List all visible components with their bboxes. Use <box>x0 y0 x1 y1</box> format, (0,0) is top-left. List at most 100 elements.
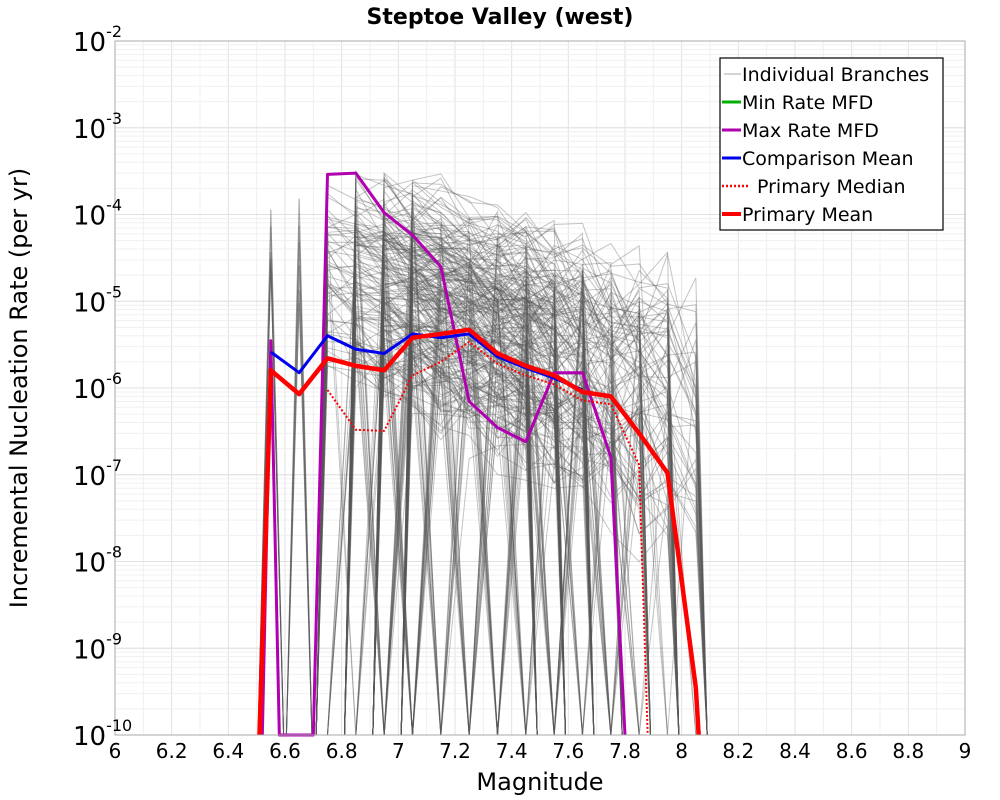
branch-line <box>372 294 538 736</box>
branch-line <box>400 230 623 736</box>
y-tick-label: 10-9 <box>73 629 122 665</box>
branch-line <box>401 268 566 736</box>
branch-line <box>344 255 538 736</box>
branch-line <box>400 247 651 736</box>
branch-line <box>344 187 623 736</box>
branch-line <box>372 248 651 736</box>
branch-line <box>372 229 623 736</box>
y-axis-label: Incremental Nucleation Rate (per yr) <box>5 168 33 608</box>
branch-line <box>344 340 538 736</box>
branch-line <box>315 241 595 736</box>
series-line-primary-median <box>326 340 649 736</box>
chart-title: Steptoe Valley (west) <box>367 5 634 30</box>
branch-line <box>344 293 623 736</box>
branch-line <box>315 196 708 736</box>
branch-line <box>372 292 594 736</box>
branch-line <box>315 241 680 736</box>
branch-line <box>315 229 595 736</box>
branch-line <box>315 273 538 736</box>
y-tick-label: 10-2 <box>73 22 122 58</box>
x-tick-label: 6.2 <box>156 739 188 763</box>
branch-line <box>315 364 651 736</box>
branch-line <box>400 364 623 736</box>
branch-line <box>400 351 680 736</box>
x-tick-label: 7.6 <box>552 739 584 763</box>
branch-line <box>344 342 538 736</box>
branch-line <box>315 247 680 736</box>
branch-line <box>316 241 566 736</box>
branch-line <box>400 206 566 736</box>
branch-line <box>316 249 708 736</box>
branch-line <box>372 302 566 736</box>
branch-line <box>315 297 708 736</box>
branch-line <box>344 353 566 736</box>
x-tick-label: 7.8 <box>609 739 641 763</box>
branch-line <box>372 319 595 736</box>
branch-line <box>344 359 708 736</box>
branch-line <box>315 266 651 736</box>
branch-line <box>344 200 708 736</box>
branch-line <box>400 314 538 736</box>
branch-line <box>315 231 538 736</box>
branch-line <box>400 265 595 736</box>
branch-line <box>372 319 708 736</box>
y-tick-label: 10-4 <box>73 196 122 232</box>
branch-line <box>344 234 708 736</box>
legend-label-min-rate: Min Rate MFD <box>742 92 873 114</box>
x-tick-label: 6.8 <box>326 739 358 763</box>
branch-line <box>400 226 680 736</box>
legend: Individual Branches Min Rate MFD Max Rat… <box>719 57 944 231</box>
branch-line <box>315 219 651 736</box>
branch-line <box>401 289 566 736</box>
branch-line <box>400 173 680 736</box>
branch-line <box>316 340 708 736</box>
branch-line <box>372 237 538 736</box>
branch-line <box>315 319 680 736</box>
branch-line <box>372 219 680 736</box>
branch-line <box>372 202 595 736</box>
branch-line <box>344 173 651 736</box>
branch-line <box>372 358 651 736</box>
branch-line <box>372 176 680 736</box>
branch-line <box>372 334 566 736</box>
branch-line <box>372 276 538 736</box>
branch-line <box>400 294 623 736</box>
branch-line <box>372 192 595 736</box>
x-tick-label: 8.2 <box>722 739 754 763</box>
branch-line <box>344 174 651 736</box>
branch-line <box>372 252 538 736</box>
branch-line <box>344 329 623 736</box>
branch-line <box>344 229 708 736</box>
branch-line <box>315 213 566 736</box>
branch-line <box>372 281 538 736</box>
branch-line <box>372 217 538 736</box>
x-tick-label: 9 <box>959 739 972 763</box>
branch-line <box>400 181 566 736</box>
branch-line <box>315 262 623 736</box>
branch-line <box>315 233 708 736</box>
branch-line <box>372 256 538 736</box>
branch-line <box>400 326 680 736</box>
branch-line <box>285 225 313 736</box>
branch-line <box>372 306 651 736</box>
branch-line <box>315 226 595 736</box>
branch-line <box>372 332 538 736</box>
x-tick-label: 7.4 <box>496 739 528 763</box>
branch-line <box>344 178 595 736</box>
branch-line <box>315 282 623 736</box>
branch-line <box>400 282 708 736</box>
branch-line <box>400 239 595 736</box>
branch-line <box>372 172 708 736</box>
branch-line <box>372 224 595 736</box>
branch-line <box>372 325 595 736</box>
branch-line <box>372 255 680 736</box>
branch-line <box>344 230 680 736</box>
branch-line <box>315 226 566 736</box>
branch-line <box>372 233 680 736</box>
branch-line <box>372 189 623 736</box>
branch-line <box>344 311 623 736</box>
branch-line <box>400 288 566 736</box>
branch-line <box>344 345 538 736</box>
branch-line <box>400 193 680 736</box>
legend-box <box>719 57 944 231</box>
